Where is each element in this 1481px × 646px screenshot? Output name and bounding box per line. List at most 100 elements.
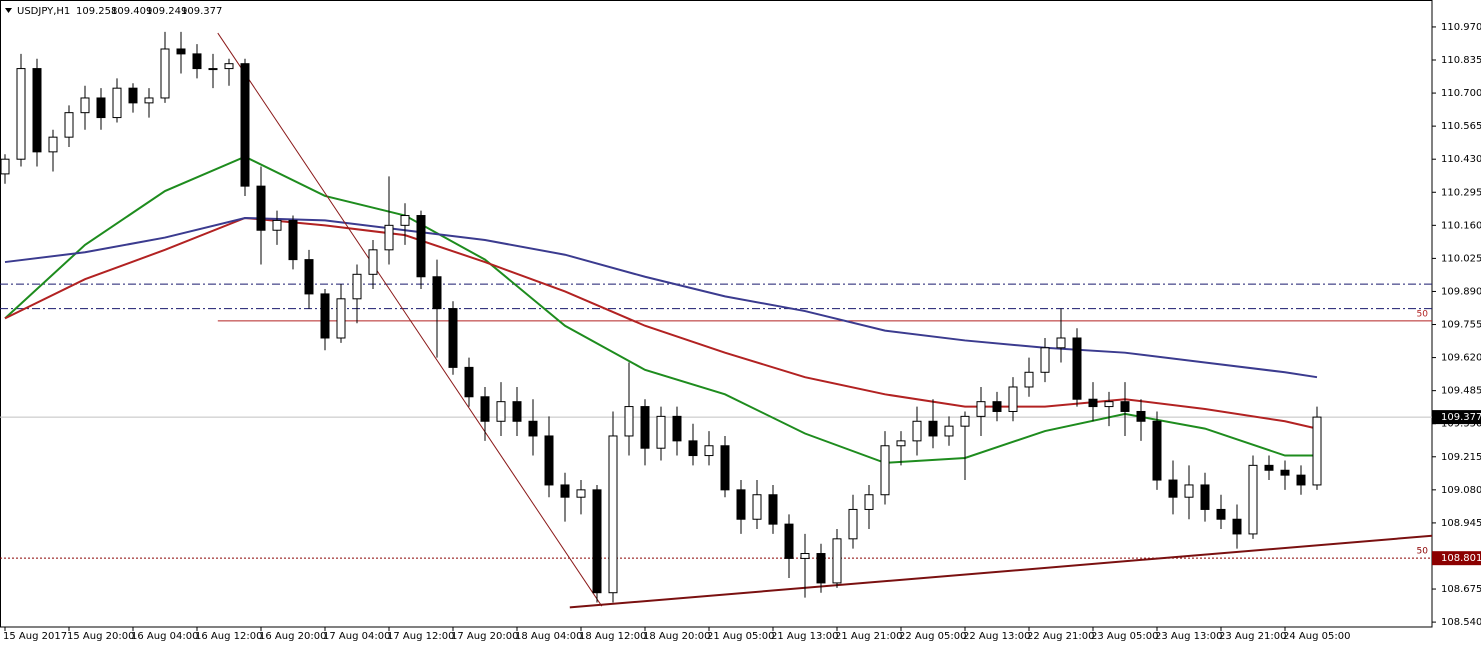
y-tick-label: 110.970 [1441, 22, 1481, 33]
candle-body [64, 112, 74, 138]
candle-body [480, 396, 490, 422]
candle-body [496, 401, 506, 422]
candle-body [176, 48, 186, 55]
candle-body [256, 185, 266, 231]
candle-body [560, 484, 570, 498]
candle-body [928, 420, 938, 437]
candle-body [544, 435, 554, 486]
candle-body [1184, 484, 1194, 498]
candle-body [1088, 398, 1098, 408]
y-tick-label: 110.295 [1441, 187, 1481, 198]
candle-body [720, 445, 730, 491]
candle-body [1248, 464, 1258, 535]
candle-body [1280, 469, 1290, 476]
candle-body [768, 494, 778, 525]
candle-body [576, 489, 586, 498]
candle-body [464, 366, 474, 398]
menu-arrow [5, 8, 12, 13]
x-tick-label: 22 Aug 13:00 [963, 631, 1030, 642]
x-tick-label: 21 Aug 05:00 [707, 631, 774, 642]
level-label: 50 [1417, 547, 1429, 557]
candle-body [912, 420, 922, 442]
x-tick-label: 17 Aug 04:00 [323, 631, 390, 642]
candle-body [848, 508, 858, 540]
candle-body [672, 415, 682, 442]
moving-average [4, 216, 1318, 379]
candle-body [1120, 401, 1130, 412]
candle-body [528, 420, 538, 437]
candle-body [160, 48, 170, 99]
candle-body [1040, 347, 1050, 373]
current-price-label: 109.377 [1441, 412, 1481, 423]
candle-body [1104, 401, 1114, 408]
y-tick-label: 110.430 [1441, 154, 1481, 165]
candle-body [608, 435, 618, 594]
candle-body [1168, 479, 1178, 498]
plot-area [0, 31, 1432, 609]
candle-body [624, 406, 634, 437]
y-tick-label: 109.620 [1441, 353, 1481, 364]
x-tick-label: 17 Aug 12:00 [387, 631, 454, 642]
y-tick-label: 109.350 [1441, 419, 1481, 430]
candle-body [688, 440, 698, 457]
candle-body [272, 219, 282, 231]
x-tick-label: 21 Aug 21:00 [835, 631, 902, 642]
candle-body [416, 215, 426, 278]
moving-average [4, 216, 1318, 430]
y-tick-label: 108.945 [1441, 518, 1481, 529]
candle-body [224, 63, 234, 70]
y-tick-label: 109.215 [1441, 452, 1481, 463]
x-tick-label: 15 Aug 2017 [3, 631, 67, 642]
trendline [569, 534, 1432, 609]
x-tick-label: 15 Aug 20:00 [67, 631, 134, 642]
x-tick-label: 21 Aug 13:00 [771, 631, 838, 642]
y-tick-label: 108.675 [1441, 584, 1481, 595]
x-tick-label: 23 Aug 05:00 [1091, 631, 1158, 642]
y-tick-label: 109.080 [1441, 485, 1481, 496]
x-tick-label: 18 Aug 12:00 [579, 631, 646, 642]
candle-body [336, 298, 346, 339]
candle-body [288, 219, 298, 261]
x-tick-label: 18 Aug 20:00 [643, 631, 710, 642]
candle-body [1232, 518, 1242, 535]
candle-body [208, 68, 218, 71]
candle-body [1136, 410, 1146, 422]
header-value: 109.377 [181, 6, 222, 17]
x-tick-label: 16 Aug 20:00 [259, 631, 326, 642]
level-label: 50 [1417, 309, 1429, 319]
candle-body [736, 489, 746, 520]
candle-body [752, 494, 762, 520]
x-tick-label: 24 Aug 05:00 [1283, 631, 1350, 642]
candle-body [1152, 420, 1162, 481]
y-tick-label: 110.160 [1441, 220, 1481, 231]
price-box [1432, 551, 1481, 566]
x-tick-label: 22 Aug 21:00 [1027, 631, 1094, 642]
candle-body [1216, 508, 1226, 520]
candle-body [656, 415, 666, 449]
candle-body [1312, 416, 1322, 486]
candle-body [976, 401, 986, 417]
candle-body [1072, 337, 1082, 400]
candle-body [960, 415, 970, 427]
y-tick-label: 110.025 [1441, 253, 1481, 264]
x-tick-label: 16 Aug 04:00 [131, 631, 198, 642]
candle-body [944, 425, 954, 437]
x-tick-label: 17 Aug 20:00 [451, 631, 518, 642]
candle-body [1200, 484, 1210, 510]
candle-body [112, 87, 122, 119]
candle-body [512, 401, 522, 422]
y-tick-label: 110.565 [1441, 121, 1481, 132]
candle-body [992, 401, 1002, 412]
trendline [217, 32, 603, 607]
x-tick-label: 22 Aug 05:00 [899, 631, 966, 642]
candle-body [0, 158, 10, 175]
price-box-label: 108.801 [1441, 553, 1481, 564]
candle-body [384, 224, 394, 251]
candle-body [192, 53, 202, 70]
candle-body [128, 87, 138, 104]
chart-title: USDJPY,H1 [17, 6, 70, 17]
header-value: 109.258 [76, 6, 117, 17]
candle-body [800, 553, 810, 559]
